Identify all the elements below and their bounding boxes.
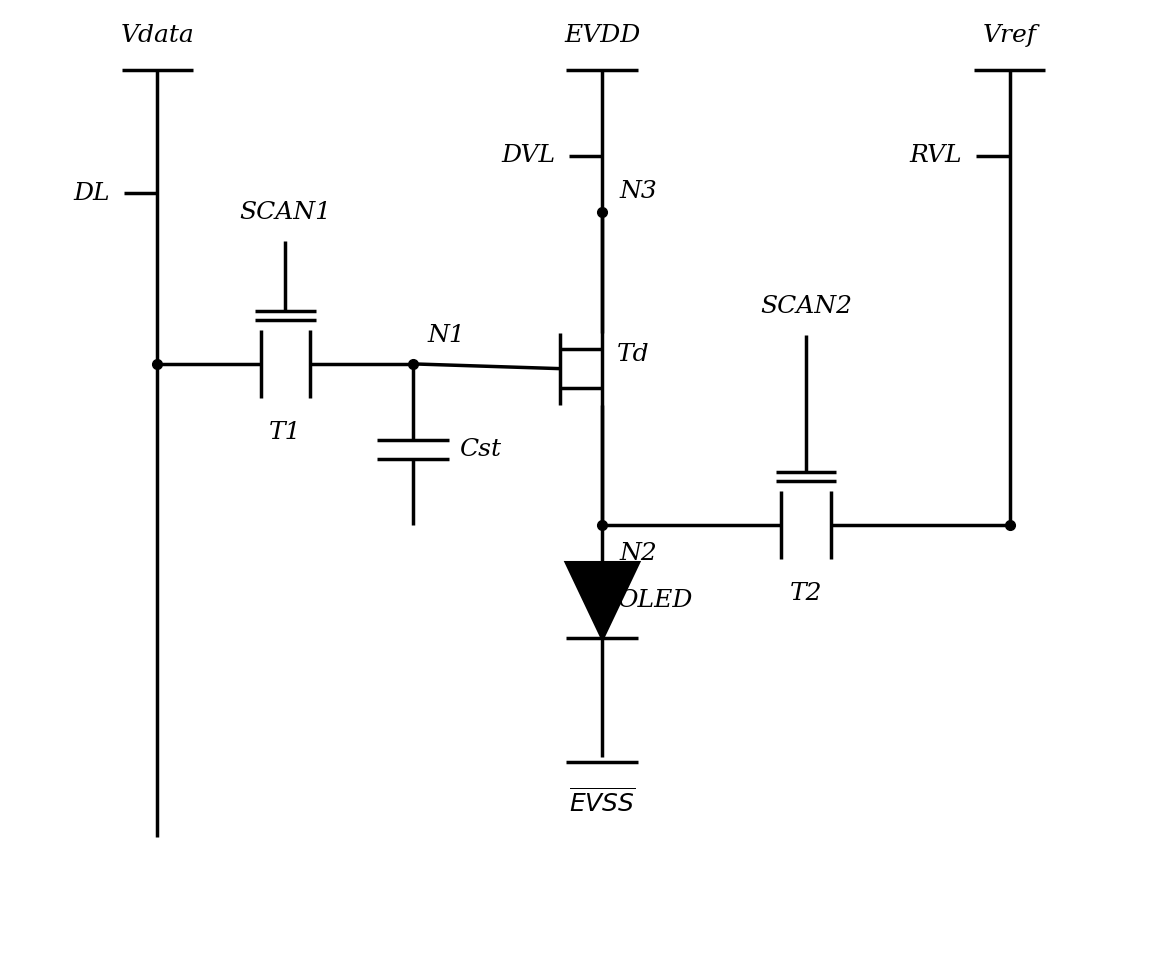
Text: $\overline{EVSS}$: $\overline{EVSS}$ <box>569 788 636 817</box>
Polygon shape <box>566 562 638 639</box>
Text: Td: Td <box>616 343 649 366</box>
Text: Vdata: Vdata <box>120 24 195 47</box>
Text: SCAN1: SCAN1 <box>239 201 331 223</box>
Text: OLED: OLED <box>616 589 692 612</box>
Text: N2: N2 <box>620 541 657 564</box>
Text: RVL: RVL <box>909 144 962 167</box>
Text: EVDD: EVDD <box>565 24 641 47</box>
Text: DVL: DVL <box>501 144 555 167</box>
Text: Cst: Cst <box>459 437 501 460</box>
Text: N1: N1 <box>427 324 466 347</box>
Text: T2: T2 <box>790 582 823 605</box>
Text: DL: DL <box>74 182 110 205</box>
Text: SCAN2: SCAN2 <box>760 295 852 318</box>
Text: Vref: Vref <box>983 24 1036 47</box>
Text: T1: T1 <box>270 421 301 444</box>
Text: N3: N3 <box>620 180 657 203</box>
